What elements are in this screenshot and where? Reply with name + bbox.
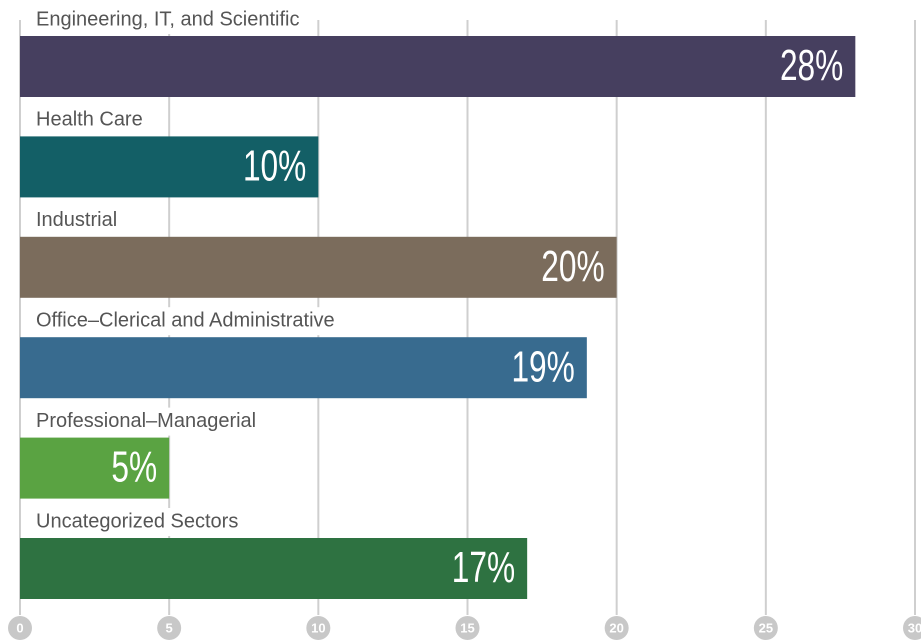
value-label: 20% — [541, 242, 604, 291]
label-background — [30, 206, 124, 235]
value-label-group: 28% — [780, 41, 843, 90]
tick-circle — [306, 616, 331, 640]
value-label-group: 5% — [111, 443, 157, 492]
bar — [20, 136, 319, 198]
category-label: Uncategorized Sectors — [36, 510, 238, 532]
bar — [20, 236, 617, 298]
bar — [20, 538, 528, 599]
category-label: Industrial — [36, 209, 117, 231]
value-label: 10% — [243, 141, 306, 190]
tick-circle — [903, 616, 921, 640]
value-label-group: 17% — [452, 543, 515, 592]
value-label: 17% — [452, 543, 515, 592]
tick-circle — [8, 616, 32, 640]
value-label-group: 10% — [243, 141, 306, 190]
bar — [20, 36, 856, 97]
label-background — [30, 407, 263, 436]
x-tick-label: 15 — [460, 620, 474, 635]
label-background — [30, 6, 306, 34]
label-background — [30, 307, 341, 336]
value-label: 28% — [780, 41, 843, 90]
tick-circle — [157, 616, 182, 640]
bar — [20, 337, 587, 399]
category-label: Health Care — [36, 109, 143, 131]
value-label-group: 19% — [511, 342, 574, 391]
category-label: Office–Clerical and Administrative — [36, 309, 335, 331]
x-tick-label: 5 — [166, 620, 173, 635]
x-tick-label: 10 — [311, 620, 325, 635]
tick-circle — [604, 616, 629, 640]
x-tick-label: 20 — [609, 620, 623, 635]
category-label: Professional–Managerial — [36, 410, 256, 432]
x-tick-label: 30 — [908, 620, 921, 635]
x-tick-label: 25 — [759, 620, 773, 635]
x-tick-label: 0 — [16, 620, 23, 635]
label-background — [30, 508, 245, 536]
value-label: 19% — [511, 342, 574, 391]
label-background — [30, 106, 149, 135]
category-label: Engineering, IT, and Scientific — [36, 8, 300, 30]
tick-circle — [753, 616, 778, 640]
value-label-group: 20% — [541, 242, 604, 291]
bar — [20, 437, 170, 499]
tick-circle — [455, 616, 480, 640]
value-label: 5% — [111, 443, 157, 492]
